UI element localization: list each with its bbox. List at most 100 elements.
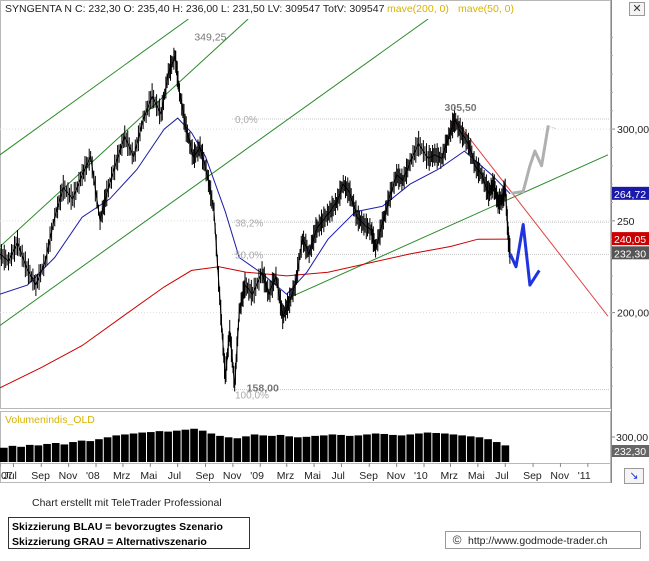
- volume-value-badge-text: 232,30: [614, 446, 646, 458]
- volume-bar: [69, 442, 77, 462]
- volume-bar: [363, 434, 371, 462]
- volume-bar: [164, 431, 172, 462]
- svg-text:232,30: 232,30: [614, 248, 646, 260]
- y-tick-label: 250: [617, 216, 635, 228]
- annotation-layer: 349,25 158,00 305,50 0,0% 38,2% 50,0% 10…: [194, 32, 476, 402]
- trend-line-resistance: [454, 118, 609, 317]
- volume-bar: [311, 435, 319, 462]
- x-tick-label: Jul: [495, 470, 508, 482]
- trend-line-channel-mid: [0, 19, 249, 247]
- volume-bar: [224, 437, 233, 462]
- volume-bar: [8, 445, 17, 462]
- volume-bar: [86, 441, 95, 462]
- volume-bar: [294, 437, 302, 462]
- volume-bars: [0, 428, 510, 462]
- legend-blue-text: Skizzierung BLAU = bevorzugtes Szenario: [12, 521, 223, 533]
- x-tick-label: Mrz: [277, 470, 295, 482]
- x-tick-label: Mrz: [441, 470, 459, 482]
- x-tick-label: Sep: [31, 470, 50, 482]
- x-tick-label: Nov: [59, 470, 78, 482]
- scenario-grey-line: [511, 125, 550, 195]
- volume-bar: [415, 433, 423, 462]
- volume-axis-value: 300,00: [616, 432, 648, 444]
- fib-382-label: 38,2%: [235, 218, 263, 229]
- trend-line-channel-upper: [0, 19, 189, 156]
- volume-bar: [95, 439, 103, 462]
- x-tick-label: '11: [578, 470, 591, 482]
- main-layer: [0, 19, 609, 392]
- svg-text:264,72: 264,72: [614, 189, 646, 201]
- close-icon[interactable]: ✕: [629, 2, 645, 16]
- volume-bar: [43, 443, 51, 462]
- x-tick-label: 07: [1, 470, 13, 482]
- x-axis-strip: [0, 463, 611, 483]
- x-tick-label: Mrz: [113, 470, 131, 482]
- x-tick-label: Mai: [468, 470, 485, 482]
- x-tick-label: Nov: [550, 470, 569, 482]
- volume-bar: [492, 442, 501, 462]
- ma-50-value-badge: 264,72: [612, 186, 649, 201]
- volume-bar: [112, 435, 121, 462]
- volume-bar: [233, 438, 242, 462]
- credit-text: Chart erstellt mit TeleTrader Profession…: [32, 497, 222, 509]
- x-tick-label: Nov: [223, 470, 242, 482]
- volume-bar: [198, 430, 207, 462]
- volume-bar: [259, 435, 268, 462]
- volume-bar: [25, 444, 34, 462]
- volume-bar: [380, 433, 389, 462]
- volume-bar: [129, 433, 138, 462]
- trend-line-support: [288, 154, 609, 299]
- header-ohlc: C: 232,30 O: 235,40 H: 236,00 L: 231,50 …: [75, 3, 385, 15]
- legend-grey-text: Skizzierung GRAU = Alternativszenario: [12, 536, 207, 548]
- high-2010-label: 305,50: [445, 102, 477, 114]
- scenario-blue-line: [508, 223, 541, 287]
- scenario-grey-arrowhead: [546, 125, 557, 129]
- volume-bar: [60, 444, 69, 462]
- volume-bar: [406, 434, 415, 462]
- volume-bar: [345, 435, 354, 462]
- x-tick-label: Jul: [331, 470, 344, 482]
- ma-200-value-badge: 240,05: [612, 232, 649, 246]
- fib-100-label: 100,0%: [235, 391, 269, 402]
- volume-bar: [319, 435, 328, 462]
- x-tick-label: Sep: [196, 470, 215, 482]
- volume-bar: [285, 436, 294, 462]
- volume-bar: [34, 445, 43, 462]
- y-tick-label: 200,00: [617, 308, 649, 320]
- volume-bar: [190, 428, 198, 462]
- volume-bar: [423, 432, 432, 462]
- url-text: http://www.godmode-trader.ch: [468, 535, 608, 547]
- svg-text:240,05: 240,05: [614, 234, 646, 246]
- volume-bar: [389, 434, 397, 462]
- volume-bar: [103, 437, 112, 462]
- close-value-badge: 232,30: [612, 246, 649, 260]
- x-tick-label: Nov: [387, 470, 406, 482]
- url-box: [445, 531, 641, 549]
- y-axis-ticks: 300,00 250 200,00: [611, 36, 649, 387]
- volume-bar: [268, 435, 276, 462]
- y-tick-label: 300,00: [617, 124, 649, 136]
- price-spikes: [0, 47, 511, 392]
- volume-bar: [458, 435, 466, 462]
- copyright-icon: ©: [452, 533, 462, 547]
- volume-bar: [242, 436, 250, 462]
- volume-bar: [466, 436, 475, 462]
- arrow-icon[interactable]: ↘: [624, 468, 644, 484]
- volume-bar: [121, 434, 129, 462]
- x-tick-label: Sep: [359, 470, 378, 482]
- ma-long-label: mave(200, 0): [387, 3, 449, 15]
- trend-line-channel-lower: [0, 19, 429, 326]
- volume-bar: [397, 435, 406, 462]
- volume-bar: [501, 445, 510, 462]
- x-tick-label: Mai: [140, 470, 157, 482]
- volume-bar: [155, 431, 164, 462]
- volume-bar: [441, 433, 449, 462]
- volume-bar: [216, 435, 224, 462]
- volume-bar: [138, 432, 147, 462]
- x-tick-label: Jul: [3, 470, 16, 482]
- volume-bar: [449, 434, 458, 462]
- volume-bar: [302, 436, 311, 462]
- volume-bar: [432, 433, 441, 462]
- low-2008-label: 158,00: [247, 383, 279, 395]
